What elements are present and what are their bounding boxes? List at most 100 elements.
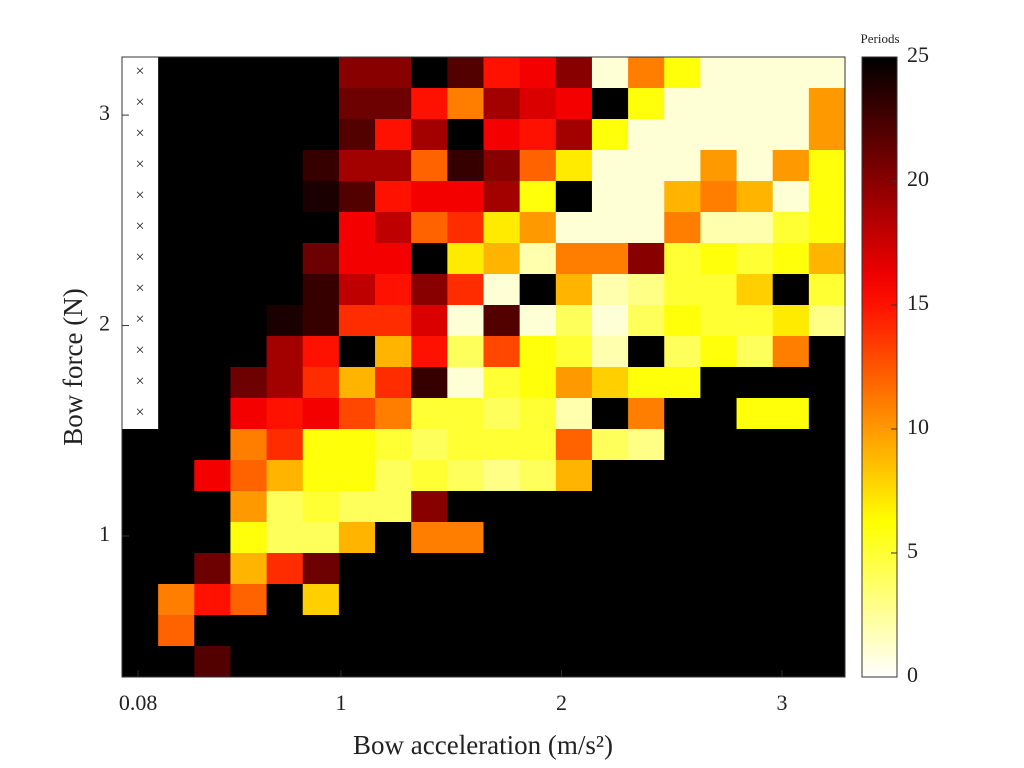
heatmap-cell [519,274,557,306]
heatmap-cell [302,491,340,523]
null-marker: × [136,342,145,359]
null-marker: × [136,94,145,111]
heatmap-cell [447,243,484,275]
heatmap-cell [411,305,448,337]
heatmap-cell [808,429,846,461]
heatmap-cell [628,367,665,399]
empty-cell [122,212,159,244]
heatmap-cell [591,522,629,554]
heatmap-cell [736,367,774,399]
heatmap-cell [194,305,231,337]
empty-cell [122,88,159,120]
heatmap-cell [555,336,593,368]
heatmap-cell [591,429,629,461]
heatmap-cell [808,212,846,244]
heatmap-cell [158,615,195,647]
heatmap-cell [700,243,738,275]
heatmap-cell [411,336,448,368]
heatmap-cell [447,429,484,461]
heatmap-cell [664,367,701,399]
heatmap-cell [158,367,195,399]
heatmap-cell [628,181,665,213]
heatmap-cell [411,429,448,461]
x-axis-label: Bow acceleration (m/s²) [353,730,613,760]
heatmap-cell [664,305,701,337]
heatmap-cell [266,367,304,399]
heatmap-cell [302,460,340,492]
heatmap-cell [230,212,268,244]
y-tick-label: 3 [99,100,110,125]
heatmap-cell [194,646,231,678]
heatmap-cell [664,212,701,244]
heatmap-cell [772,522,810,554]
heatmap-cell [591,88,629,120]
heatmap-cell [736,491,774,523]
heatmap-cell [158,398,195,430]
heatmap-cell [447,615,484,647]
heatmap-cell [447,398,484,430]
heatmap-cell [158,336,195,368]
heatmap-cell [700,429,738,461]
heatmap-cell [338,615,376,647]
null-marker: × [136,404,145,421]
heatmap-cell [447,460,484,492]
heatmap-cell [772,491,810,523]
heatmap-cell [555,398,593,430]
heatmap-cell [591,553,629,585]
heatmap-cell [519,646,557,678]
heatmap-cell [483,646,521,678]
heatmap-cell [591,181,629,213]
heatmap-cell [555,429,593,461]
heatmap-cell [483,212,521,244]
heatmap-cell [122,460,159,492]
heatmap-cell [772,57,810,89]
heatmap-cell [591,460,629,492]
colorbar-tick-label: 5 [907,538,918,563]
heatmap-cell [700,460,738,492]
heatmap-cell [700,88,738,120]
empty-cell [122,336,159,368]
heatmap-cell [591,615,629,647]
heatmap-cell [591,398,629,430]
heatmap-cell [230,429,268,461]
heatmap-cell [158,57,195,89]
empty-cell [122,119,159,151]
heatmap-cell [664,522,701,554]
heatmap-cell [122,584,159,616]
heatmap-cell [302,336,340,368]
heatmap-cell [375,212,412,244]
heatmap-cell [628,305,665,337]
heatmap-cell [411,150,448,182]
heatmap-cell [266,491,304,523]
heatmap-cell [194,336,231,368]
heatmap-cell [230,646,268,678]
heatmap-cell [338,646,376,678]
heatmap-cell [808,274,846,306]
heatmap-cell [338,181,376,213]
heatmap-cell [122,522,159,554]
heatmap-cell [519,243,557,275]
heatmap-cell [628,429,665,461]
heatmap-cell [375,150,412,182]
heatmap-cell [664,274,701,306]
heatmap-cell [519,57,557,89]
heatmap-cell [302,398,340,430]
heatmap-cell [266,553,304,585]
heatmap-cell [158,88,195,120]
heatmap-cell [555,491,593,523]
heatmap-cell [411,646,448,678]
heatmap-cell [338,491,376,523]
heatmap-cell [555,181,593,213]
heatmap-cell [736,553,774,585]
heatmap-cell [700,553,738,585]
heatmap-cell [266,522,304,554]
heatmap-cell [700,150,738,182]
heatmap-cell [700,615,738,647]
heatmap-cell [302,57,340,89]
heatmap-cell [194,181,231,213]
heatmap-cell [772,553,810,585]
heatmap-cell [375,181,412,213]
heatmap-cell [591,584,629,616]
null-marker: × [136,187,145,204]
